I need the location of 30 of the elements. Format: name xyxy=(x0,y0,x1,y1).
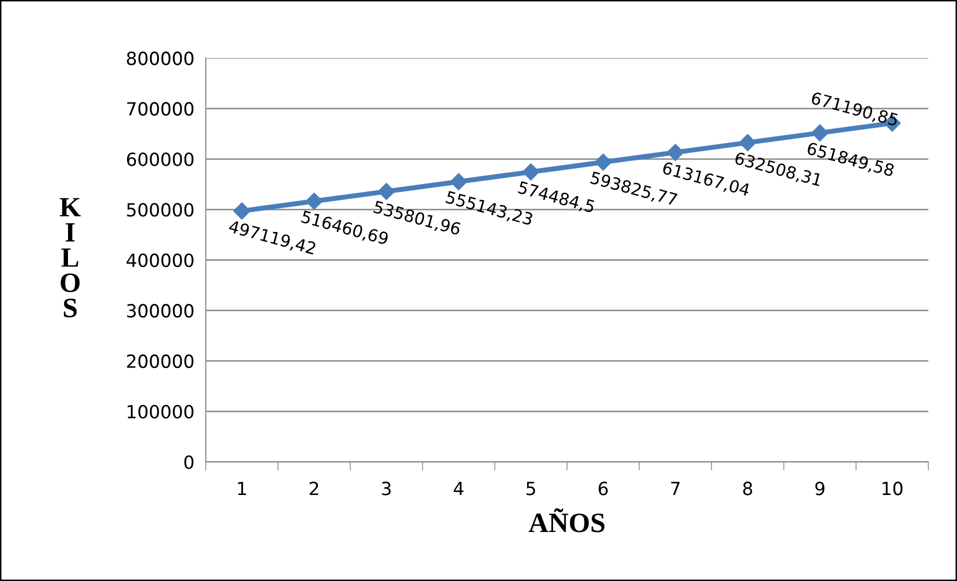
y-axis-title: KILOS xyxy=(60,198,81,318)
x-axis-title: AÑOS xyxy=(528,508,604,532)
point xyxy=(233,202,250,220)
x-tick-label: 8 xyxy=(743,482,752,496)
x-tick-label: 4 xyxy=(454,482,464,496)
y-tick-label: 500000 xyxy=(127,202,194,217)
y-tick-label: 100000 xyxy=(128,404,194,419)
y-tick-label: 700000 xyxy=(127,102,194,116)
y-tick-label: 600000 xyxy=(126,152,194,166)
y-tick-label: 0 xyxy=(184,455,194,470)
x-tick-label: 2 xyxy=(310,482,318,496)
point xyxy=(666,144,684,161)
x-tick-label: 7 xyxy=(671,482,680,496)
y-tick-label: 200000 xyxy=(127,354,194,368)
point xyxy=(811,124,828,142)
x-tick-label: 9 xyxy=(815,482,824,496)
x-tick-label: 6 xyxy=(598,482,608,496)
point xyxy=(522,163,540,180)
point xyxy=(450,173,468,190)
x-tick-label: 10 xyxy=(882,482,902,496)
y-tick-label: 800000 xyxy=(126,52,194,66)
x-tick-label: 3 xyxy=(382,482,391,496)
point xyxy=(594,154,612,171)
y-tick-label: 300000 xyxy=(127,304,194,318)
point xyxy=(739,134,756,152)
x-tick-label: 5 xyxy=(526,482,536,496)
point xyxy=(306,192,323,210)
point xyxy=(378,182,395,200)
x-tick-label: 1 xyxy=(238,482,246,496)
y-tick-label: 400000 xyxy=(126,253,194,268)
